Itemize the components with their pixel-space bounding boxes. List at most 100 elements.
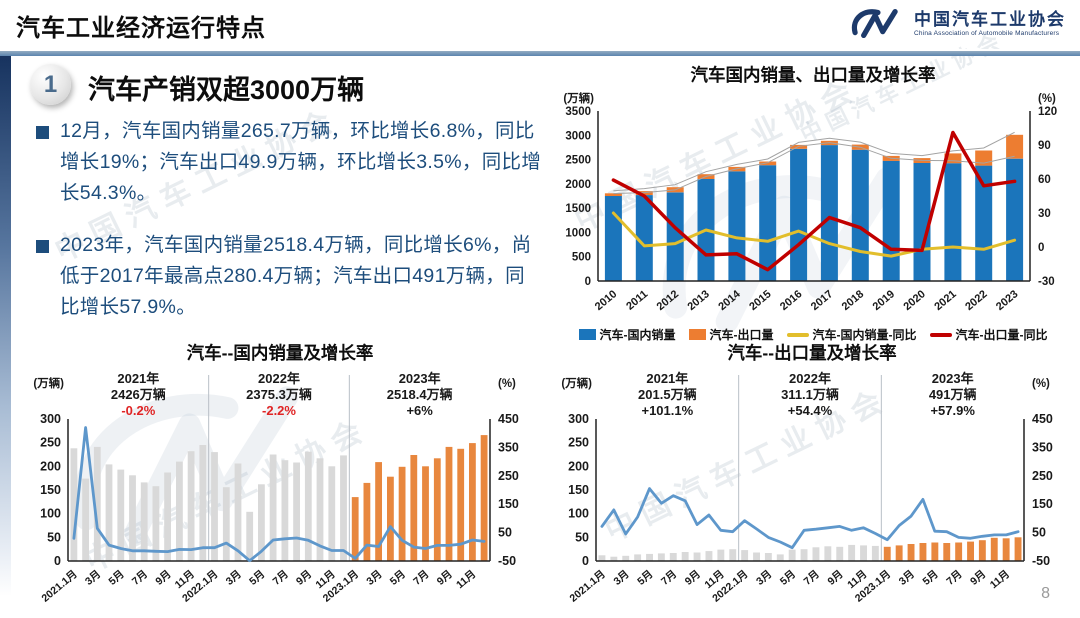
bullet-fullyear-text: 2023年，汽车国内销量2518.4万辆，同比增长6%，尚低于2017年最高点2… <box>60 233 532 318</box>
svg-text:120: 120 <box>1038 106 1057 118</box>
annotation-export-0-2: +101.1% <box>641 403 693 418</box>
svg-text:9月: 9月 <box>968 568 988 588</box>
annotation-export-1-2: +54.4% <box>788 403 833 418</box>
left-accent-bar <box>0 56 11 596</box>
page-title: 汽车工业经济运行特点 <box>16 15 266 42</box>
annotation-domestic-0-1: 2426万辆 <box>111 387 166 402</box>
legend-item-3: 汽车-出口量-同比 <box>929 326 1048 343</box>
annotation-domestic-2-0: 2023年 <box>399 371 441 386</box>
annotation-domestic-1-0: 2022年 <box>258 371 300 386</box>
svg-text:-30: -30 <box>1038 276 1055 288</box>
svg-text:250: 250 <box>498 469 519 483</box>
annual-plot: 0 500 1000 1500 2000 2500 3000 3500 -30 0 30 60 90 12… <box>563 91 1057 313</box>
svg-text:5月: 5月 <box>388 568 408 588</box>
annotation-domestic-2-1: 2518.4万辆 <box>387 387 453 402</box>
svg-text:7月: 7月 <box>659 568 679 588</box>
legend-swatch-icon <box>578 329 596 340</box>
svg-text:-50: -50 <box>498 554 516 568</box>
svg-text:(%): (%) <box>1038 93 1056 105</box>
bullet-fullyear: 2023年，汽车国内销量2518.4万辆，同比增长6%，尚低于2017年最高点2… <box>36 230 542 324</box>
annotation-domestic-0-2: -0.2% <box>121 403 155 418</box>
logo-subtitle: China Association of Automobile Manufact… <box>914 29 1060 37</box>
chart-export-canvas: 0 50 100 150 200 250 300 -50 50 150 250 350 450 (万辆) (… <box>548 367 1076 618</box>
svg-text:50: 50 <box>47 530 61 544</box>
svg-text:3月: 3月 <box>83 568 103 588</box>
svg-text:100: 100 <box>568 507 589 521</box>
chart-domestic-canvas: 0 50 100 150 200 250 300 -50 50 150 250 350 450 (万辆) (… <box>22 367 538 618</box>
svg-text:350: 350 <box>1032 440 1053 454</box>
svg-text:200: 200 <box>568 459 589 473</box>
svg-text:30: 30 <box>1038 208 1051 220</box>
annotation-export-0-1: 201.5万辆 <box>638 387 697 402</box>
svg-text:0: 0 <box>54 554 61 568</box>
svg-text:9月: 9月 <box>683 568 703 588</box>
annotation-export-2-1: 491万辆 <box>929 387 977 402</box>
legend-swatch-icon <box>786 332 809 337</box>
svg-text:3月: 3月 <box>364 568 384 588</box>
svg-text:2012: 2012 <box>655 288 681 313</box>
svg-text:50: 50 <box>1032 526 1046 540</box>
svg-text:150: 150 <box>568 483 589 497</box>
svg-text:1000: 1000 <box>565 227 591 239</box>
svg-text:300: 300 <box>568 412 589 426</box>
annotation-export-1-1: 311.1万辆 <box>781 387 839 402</box>
svg-text:3月: 3月 <box>897 568 917 588</box>
annotation-domestic-0-0: 2021年 <box>117 371 159 386</box>
svg-text:450: 450 <box>1032 412 1053 426</box>
svg-text:100: 100 <box>40 507 61 521</box>
svg-text:(万辆): (万辆) <box>33 376 64 390</box>
svg-text:(%): (%) <box>498 378 516 390</box>
svg-text:200: 200 <box>40 459 61 473</box>
bullet-december-text: 12月，汽车国内销量265.7万辆，环比增长6.8%，同比增长19%；汽车出口4… <box>60 120 542 205</box>
svg-text:2500: 2500 <box>565 155 591 167</box>
svg-text:250: 250 <box>1032 469 1053 483</box>
legend-item-1: 汽车-出口量 <box>688 326 774 343</box>
svg-text:250: 250 <box>568 436 589 450</box>
svg-text:11月: 11月 <box>988 568 1012 591</box>
svg-text:3500: 3500 <box>565 106 591 118</box>
svg-text:150: 150 <box>498 497 519 511</box>
chart-domestic-monthly: 汽车--国内销量及增长率 0 50 100 150 200 250 300 -50 50 150 2… <box>22 340 538 618</box>
chart-export-title: 汽车--出口量及增长率 <box>727 343 897 363</box>
svg-text:5月: 5月 <box>635 568 655 588</box>
annotation-export-0-0: 2021年 <box>646 371 688 386</box>
bullet-list: 12月，汽车国内销量265.7万辆，环比增长6.8%，同比增长19%；汽车出口4… <box>36 116 542 343</box>
svg-text:450: 450 <box>498 412 519 426</box>
section-title: 汽车产销双超3000万辆 <box>88 75 365 105</box>
svg-text:3月: 3月 <box>611 568 631 588</box>
chart-annual-sales-export: 汽车国内销量、出口量及增长率 0 500 1000 1500 2000 2500 3000 3… <box>546 62 1080 343</box>
caam-logo: 中国汽车工业协会 China Association of Automobile… <box>848 4 1066 44</box>
logo-name: 中国汽车工业协会 <box>914 10 1066 30</box>
svg-text:250: 250 <box>40 436 61 450</box>
annotation-domestic-2-2: +6% <box>406 403 433 418</box>
svg-text:9月: 9月 <box>294 568 314 588</box>
annotation-export-2-0: 2023年 <box>932 371 974 386</box>
svg-text:2020: 2020 <box>901 288 927 313</box>
svg-text:5月: 5月 <box>106 568 126 588</box>
svg-text:2016: 2016 <box>778 288 804 313</box>
chart-annual-canvas: 0 500 1000 1500 2000 2500 3000 3500 -30 0 30 60 90 12… <box>546 89 1080 326</box>
svg-text:350: 350 <box>498 440 519 454</box>
svg-text:2021: 2021 <box>932 288 958 313</box>
caam-logo-icon <box>851 9 898 39</box>
bullet-square-icon <box>36 126 49 139</box>
svg-text:2021.1月: 2021.1月 <box>568 568 608 605</box>
svg-text:9月: 9月 <box>153 568 173 588</box>
svg-text:(%): (%) <box>1032 378 1050 390</box>
svg-text:3月: 3月 <box>224 568 244 588</box>
svg-text:5月: 5月 <box>921 568 941 588</box>
section-number: 1 <box>43 70 58 98</box>
header-divider <box>0 49 1080 56</box>
svg-text:0: 0 <box>1038 242 1044 254</box>
svg-text:50: 50 <box>575 530 589 544</box>
svg-text:0: 0 <box>582 554 589 568</box>
svg-text:2021.1月: 2021.1月 <box>39 568 79 605</box>
svg-text:-50: -50 <box>1032 554 1050 568</box>
legend-item-2: 汽车-国内销量-同比 <box>786 326 917 343</box>
chart-domestic-title: 汽车--国内销量及增长率 <box>186 343 374 363</box>
svg-text:2011: 2011 <box>624 288 650 313</box>
chart-export-monthly: 汽车--出口量及增长率 0 50 100 150 200 250 300 -50 50 150 25… <box>548 340 1076 618</box>
annotation-domestic-1-2: -2.2% <box>262 403 296 418</box>
svg-text:300: 300 <box>40 412 61 426</box>
svg-text:50: 50 <box>498 526 512 540</box>
